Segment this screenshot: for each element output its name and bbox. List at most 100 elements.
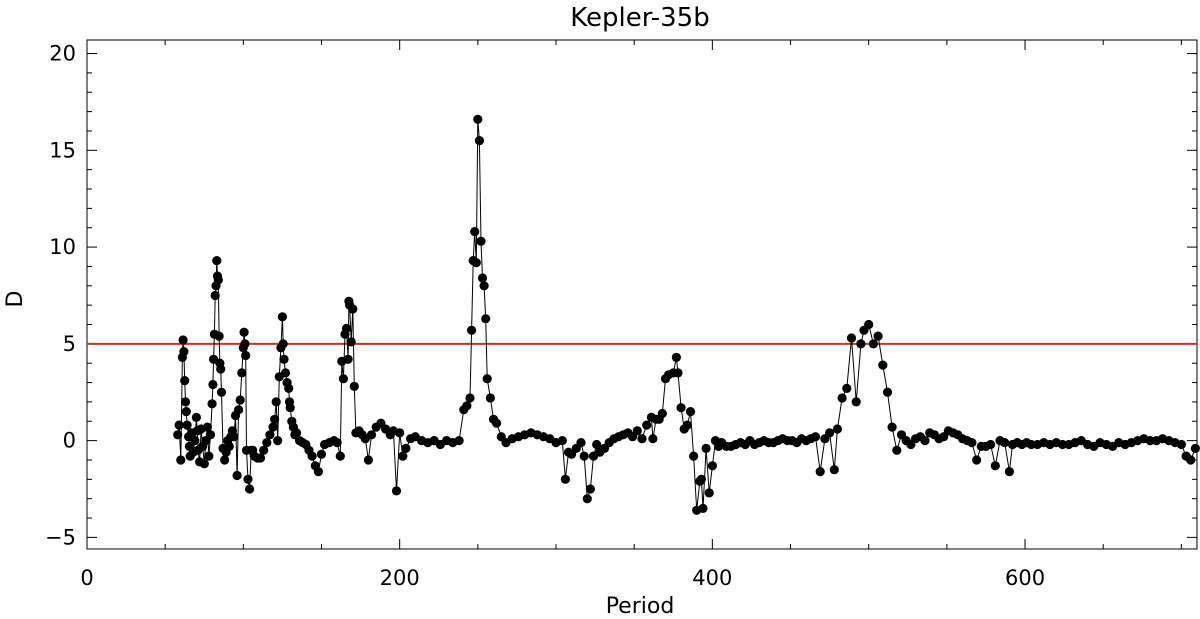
data-point	[348, 304, 358, 314]
x-axis-label: Period	[606, 594, 675, 619]
data-point	[864, 319, 874, 330]
data-point	[467, 325, 477, 335]
data-point	[207, 399, 217, 409]
y-tick-label: 15	[49, 138, 76, 162]
data-point	[698, 503, 708, 513]
data-point	[273, 436, 283, 446]
data-point	[280, 368, 291, 378]
data-point	[180, 397, 191, 407]
data-point	[481, 314, 491, 324]
data-point	[271, 397, 281, 407]
data-point	[673, 368, 683, 378]
data-point	[637, 434, 647, 444]
data-point	[1004, 467, 1015, 477]
data-point	[873, 331, 883, 341]
data-point	[474, 136, 484, 146]
data-point	[1190, 443, 1200, 453]
data-point	[366, 430, 377, 440]
data-point	[229, 432, 239, 442]
data-point	[173, 430, 183, 440]
data-point	[689, 451, 699, 461]
data-point	[212, 256, 222, 266]
data-point	[235, 395, 245, 405]
data-point	[1186, 455, 1196, 465]
data-point	[704, 488, 714, 498]
data-point	[485, 393, 495, 403]
data-point	[176, 455, 186, 465]
data-point	[391, 486, 402, 496]
data-point	[316, 449, 327, 459]
data-point	[476, 236, 486, 246]
data-point	[972, 455, 982, 465]
x-tick-label: 200	[380, 566, 420, 590]
data-point	[707, 461, 718, 471]
data-point	[967, 438, 977, 448]
data-point	[398, 451, 408, 461]
data-point	[237, 368, 247, 378]
x-tick-label: 0	[80, 566, 93, 590]
data-point	[642, 420, 652, 430]
data-point	[191, 412, 201, 422]
data-point	[401, 443, 411, 453]
data-point	[199, 459, 209, 469]
data-point	[265, 430, 275, 440]
data-point	[676, 403, 686, 413]
chart-title: Kepler-35b	[570, 3, 709, 33]
data-point	[343, 354, 353, 364]
data-point	[259, 445, 269, 455]
data-point	[1176, 439, 1186, 450]
data-point	[349, 381, 359, 391]
data-point	[892, 445, 902, 455]
data-point	[255, 453, 266, 463]
data-point	[346, 337, 356, 347]
data-point	[477, 273, 488, 283]
data-point	[482, 374, 492, 384]
data-point	[245, 484, 255, 494]
data-point	[174, 420, 184, 430]
x-tick-label: 600	[1005, 566, 1045, 590]
data-point	[234, 405, 244, 415]
data-point	[815, 467, 825, 477]
data-point	[285, 403, 295, 413]
data-point	[179, 347, 189, 357]
data-point	[338, 374, 348, 384]
data-point	[696, 474, 707, 484]
data-point	[990, 461, 1000, 471]
data-point	[837, 393, 847, 403]
data-point	[395, 428, 405, 438]
data-point	[851, 397, 861, 407]
data-point	[1000, 438, 1010, 448]
data-point	[473, 114, 483, 124]
data-point	[180, 376, 190, 386]
data-point	[291, 428, 302, 438]
data-point	[243, 474, 253, 484]
data-point	[313, 467, 323, 477]
y-tick-label: 0	[63, 429, 76, 453]
data-point	[1145, 436, 1155, 446]
data-point	[829, 465, 839, 475]
data-point	[270, 414, 280, 424]
data-point	[341, 323, 352, 333]
data-point	[592, 439, 602, 450]
data-point	[685, 407, 696, 417]
data-point	[278, 339, 288, 349]
data-point	[868, 339, 879, 349]
data-point	[181, 407, 191, 417]
data-point	[492, 418, 502, 428]
data-point	[701, 443, 711, 453]
x-tick-label: 400	[692, 566, 732, 590]
data-point	[479, 281, 489, 291]
data-point	[557, 436, 567, 446]
plot-axes	[86, 39, 1198, 550]
data-point	[284, 383, 294, 393]
data-point	[648, 434, 658, 444]
series-line	[177, 119, 1196, 511]
y-tick-label: −5	[45, 525, 76, 549]
data-point	[462, 401, 472, 411]
data-point	[204, 451, 214, 461]
data-point	[182, 420, 192, 430]
data-point	[632, 426, 642, 436]
data-point	[277, 312, 287, 322]
